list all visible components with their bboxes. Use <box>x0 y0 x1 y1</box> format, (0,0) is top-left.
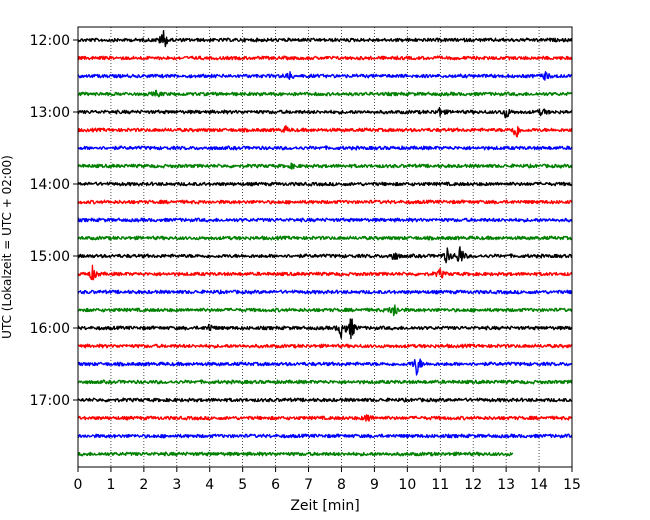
plot-frame <box>77 26 573 468</box>
x-tick-label: 12 <box>464 477 482 493</box>
trace-row <box>77 379 573 385</box>
trace-row <box>77 145 573 151</box>
trace-row <box>77 343 573 349</box>
x-tick-label: 9 <box>370 477 379 493</box>
x-tick-label: 14 <box>530 477 548 493</box>
trace-rows <box>77 30 573 457</box>
trace-row <box>77 124 573 138</box>
trace-row <box>77 55 573 61</box>
y-tick-label: 14:00 <box>30 177 70 193</box>
trace-row <box>77 89 573 98</box>
y-tick-label: 13:00 <box>30 105 70 121</box>
trace-row <box>77 199 573 205</box>
trace-row <box>77 71 573 81</box>
x-tick-label: 6 <box>271 477 280 493</box>
x-tick-label: 8 <box>337 477 346 493</box>
x-tick-label: 11 <box>431 477 449 493</box>
y-tick-label: 15:00 <box>30 249 70 265</box>
trace-row <box>77 397 573 403</box>
trace-row <box>77 289 573 295</box>
trace-row <box>77 318 573 340</box>
x-tick-label: 1 <box>106 477 115 493</box>
x-axis-ticks: 0 1 2 3 4 5 6 7 8 9 10 11 12 13 14 15 <box>74 467 581 493</box>
x-tick-label: 4 <box>205 477 214 493</box>
y-tick-label: 16:00 <box>30 321 70 337</box>
trace-row <box>77 106 573 119</box>
vertical-grid <box>110 27 540 467</box>
trace-row <box>77 235 573 241</box>
x-tick-label: 10 <box>398 477 416 493</box>
x-tick-label: 0 <box>74 477 83 493</box>
x-tick-label: 2 <box>139 477 148 493</box>
trace-row <box>77 246 573 264</box>
trace-row <box>77 433 573 439</box>
y-tick-label: 17:00 <box>30 393 70 409</box>
x-tick-label: 13 <box>497 477 515 493</box>
trace-row <box>77 162 573 170</box>
trace-row <box>77 358 573 376</box>
y-axis-ticks: 12:00 13:00 14:00 15:00 16:00 17:00 <box>30 33 78 409</box>
y-tick-label: 12:00 <box>30 33 70 49</box>
y-axis-label: UTC (Lokalzeit = UTC + 02:00) <box>0 155 14 339</box>
x-tick-label: 15 <box>563 477 581 493</box>
x-tick-label: 7 <box>304 477 313 493</box>
trace-row <box>77 217 573 223</box>
trace-row <box>77 451 514 457</box>
trace-row <box>77 30 573 48</box>
x-tick-label: 5 <box>238 477 247 493</box>
x-tick-label: 3 <box>172 477 181 493</box>
trace-row <box>77 304 573 317</box>
x-axis-label: Zeit [min] <box>290 498 359 514</box>
trace-row <box>77 414 573 422</box>
trace-row <box>77 181 573 187</box>
trace-row <box>77 264 573 281</box>
